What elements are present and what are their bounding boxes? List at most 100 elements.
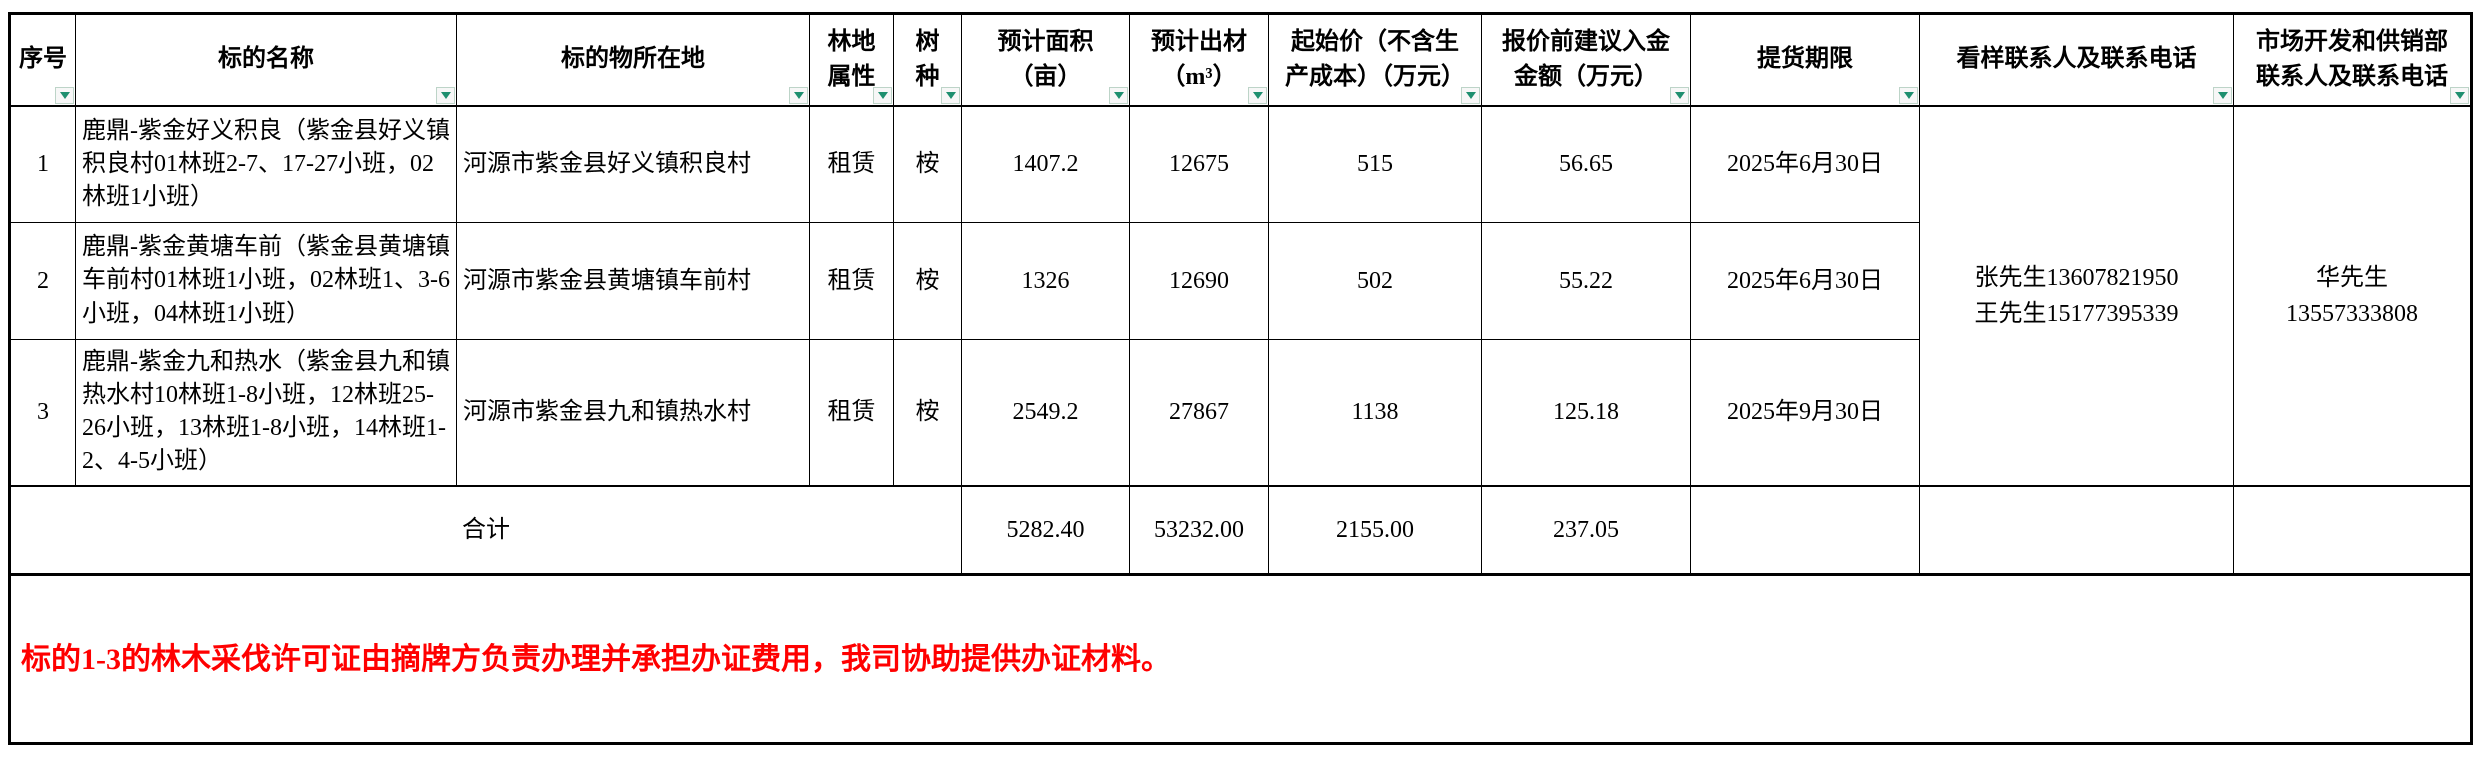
seq-cell[interactable]: 2 — [9, 222, 76, 340]
land-type-cell[interactable]: 租赁 — [809, 339, 894, 487]
column-header-market-contact[interactable]: 市场开发和供销部联系人及联系电话 — [2233, 13, 2472, 107]
note-text-cell[interactable]: 标的1-3的林木采伐许可证由摘牌方负责办理并承担办证费用，我司协助提供办证材料。 — [9, 574, 2472, 744]
deposit-cell[interactable]: 55.22 — [1481, 222, 1691, 340]
area-cell[interactable]: 2549.2 — [961, 339, 1130, 487]
filter-button[interactable] — [1461, 86, 1480, 104]
lot-name-cell[interactable]: 鹿鼎-紫金好义积良（紫金县好义镇积良村01林班2-7、17-27小班，02林班1… — [75, 105, 457, 223]
lot-name-cell[interactable]: 鹿鼎-紫金九和热水（紫金县九和镇热水村10林班1-8小班，12林班25-26小班… — [75, 339, 457, 487]
volume-cell[interactable]: 27867 — [1129, 339, 1269, 487]
total-label-cell[interactable]: 合计 — [9, 485, 962, 576]
chevron-down-icon — [2454, 91, 2465, 99]
column-header-land-type[interactable]: 林地属性 — [809, 13, 894, 107]
filter-button[interactable] — [436, 86, 455, 104]
table-row-3: 3 鹿鼎-紫金九和热水（紫金县九和镇热水村10林班1-8小班，12林班25-26… — [9, 339, 2472, 487]
column-header-start-price[interactable]: 起始价（不含生产成本）（万元） — [1268, 13, 1482, 107]
market-contact-cell[interactable]: 华先生 13557333808 — [2233, 105, 2472, 487]
notes-row: 标的1-3的林木采伐许可证由摘牌方负责办理并承担办证费用，我司协助提供办证材料。 — [9, 574, 2472, 744]
column-header-label: 提货期限 — [1757, 46, 1853, 73]
column-header-location[interactable]: 标的物所在地 — [456, 13, 810, 107]
column-header-species[interactable]: 树种 — [893, 13, 962, 107]
column-header-label: 标的物所在地 — [561, 46, 705, 73]
total-deposit-cell[interactable]: 237.05 — [1481, 485, 1691, 576]
start-price-cell[interactable]: 1138 — [1268, 339, 1482, 487]
filter-button[interactable] — [55, 86, 74, 104]
location-cell[interactable]: 河源市紫金县好义镇积良村 — [456, 105, 810, 223]
column-header-seq[interactable]: 序号 — [9, 13, 76, 107]
sample-contact-line: 王先生15177395339 — [1974, 300, 2179, 327]
column-header-label: 起始价（不含生产成本）（万元） — [1285, 28, 1465, 90]
species-cell[interactable]: 桉 — [893, 222, 962, 340]
timber-auction-table: 序号 标的名称 标的物所在地 林地属性 树种 预计面积（亩） 预计出材（m³） … — [8, 12, 2473, 745]
volume-cell[interactable]: 12675 — [1129, 105, 1269, 223]
total-empty-pickup-cell[interactable] — [1690, 485, 1920, 576]
sample-contact-line: 张先生13607821950 — [1974, 264, 2179, 291]
pickup-deadline-cell[interactable]: 2025年6月30日 — [1690, 105, 1920, 223]
chevron-down-icon — [1674, 91, 1685, 99]
area-cell[interactable]: 1326 — [961, 222, 1130, 340]
seq-cell[interactable]: 1 — [9, 105, 76, 223]
lot-name-cell[interactable]: 鹿鼎-紫金黄塘车前（紫金县黄塘镇车前村01林班1小班，02林班1、3-6小班，0… — [75, 222, 457, 340]
total-area-cell[interactable]: 5282.40 — [961, 485, 1130, 576]
pickup-deadline-cell[interactable]: 2025年6月30日 — [1690, 222, 1920, 340]
chevron-down-icon — [877, 91, 888, 99]
column-header-label: 序号 — [19, 46, 67, 73]
seq-cell[interactable]: 3 — [9, 339, 76, 487]
land-type-cell[interactable]: 租赁 — [809, 222, 894, 340]
column-header-label: 标的名称 — [218, 46, 314, 73]
column-header-area[interactable]: 预计面积（亩） — [961, 13, 1130, 107]
deposit-cell[interactable]: 125.18 — [1481, 339, 1691, 487]
total-start-price-cell[interactable]: 2155.00 — [1268, 485, 1482, 576]
filter-button[interactable] — [2450, 86, 2469, 104]
column-header-name[interactable]: 标的名称 — [75, 13, 457, 107]
chevron-down-icon — [1465, 91, 1476, 99]
filter-button[interactable] — [1248, 86, 1267, 104]
column-header-pickup-deadline[interactable]: 提货期限 — [1690, 13, 1920, 107]
start-price-cell[interactable]: 515 — [1268, 105, 1482, 223]
filter-button[interactable] — [789, 86, 808, 104]
chevron-down-icon — [793, 91, 804, 99]
chevron-down-icon — [945, 91, 956, 99]
total-empty-market-contact-cell[interactable] — [2233, 485, 2472, 576]
column-header-label: 看样联系人及联系电话 — [1956, 46, 2197, 73]
table-row-2: 2 鹿鼎-紫金黄塘车前（紫金县黄塘镇车前村01林班1小班，02林班1、3-6小班… — [9, 222, 2472, 340]
filter-button[interactable] — [1899, 86, 1918, 104]
header-row: 序号 标的名称 标的物所在地 林地属性 树种 预计面积（亩） 预计出材（m³） … — [9, 13, 2472, 107]
column-header-deposit[interactable]: 报价前建议入金金额（万元） — [1481, 13, 1691, 107]
filter-button[interactable] — [1670, 86, 1689, 104]
market-contact-line: 13557333808 — [2286, 300, 2418, 327]
filter-button[interactable] — [2213, 86, 2232, 104]
column-header-label: 预计面积（亩） — [997, 28, 1094, 90]
volume-cell[interactable]: 12690 — [1129, 222, 1269, 340]
column-header-label: 树种 — [915, 28, 940, 90]
column-header-label: 市场开发和供销部联系人及联系电话 — [2256, 28, 2448, 90]
chevron-down-icon — [1903, 91, 1914, 99]
chevron-down-icon — [59, 91, 70, 99]
auction-table-sheet: 序号 标的名称 标的物所在地 林地属性 树种 预计面积（亩） 预计出材（m³） … — [8, 12, 2473, 745]
chevron-down-icon — [1252, 91, 1263, 99]
total-empty-sample-contact-cell[interactable] — [1919, 485, 2234, 576]
filter-button[interactable] — [941, 86, 960, 104]
location-cell[interactable]: 河源市紫金县九和镇热水村 — [456, 339, 810, 487]
location-cell[interactable]: 河源市紫金县黄塘镇车前村 — [456, 222, 810, 340]
total-volume-cell[interactable]: 53232.00 — [1129, 485, 1269, 576]
filter-button[interactable] — [873, 86, 892, 104]
deposit-cell[interactable]: 56.65 — [1481, 105, 1691, 223]
sample-contact-cell[interactable]: 张先生13607821950 王先生15177395339 — [1919, 105, 2234, 487]
species-cell[interactable]: 桉 — [893, 339, 962, 487]
start-price-cell[interactable]: 502 — [1268, 222, 1482, 340]
filter-button[interactable] — [1109, 86, 1128, 104]
column-header-label: 预计出材（m³） — [1151, 28, 1247, 90]
pickup-deadline-cell[interactable]: 2025年9月30日 — [1690, 339, 1920, 487]
species-cell[interactable]: 桉 — [893, 105, 962, 223]
column-header-volume[interactable]: 预计出材（m³） — [1129, 13, 1269, 107]
column-header-label: 报价前建议入金金额（万元） — [1502, 28, 1670, 90]
column-header-label: 林地属性 — [827, 28, 876, 90]
land-type-cell[interactable]: 租赁 — [809, 105, 894, 223]
market-contact-line: 华先生 — [2316, 264, 2388, 291]
table-row-1: 1 鹿鼎-紫金好义积良（紫金县好义镇积良村01林班2-7、17-27小班，02林… — [9, 105, 2472, 487]
area-cell[interactable]: 1407.2 — [961, 105, 1130, 223]
chevron-down-icon — [1113, 91, 1124, 99]
column-header-sample-contact[interactable]: 看样联系人及联系电话 — [1919, 13, 2234, 107]
chevron-down-icon — [440, 91, 451, 99]
chevron-down-icon — [2217, 91, 2228, 99]
